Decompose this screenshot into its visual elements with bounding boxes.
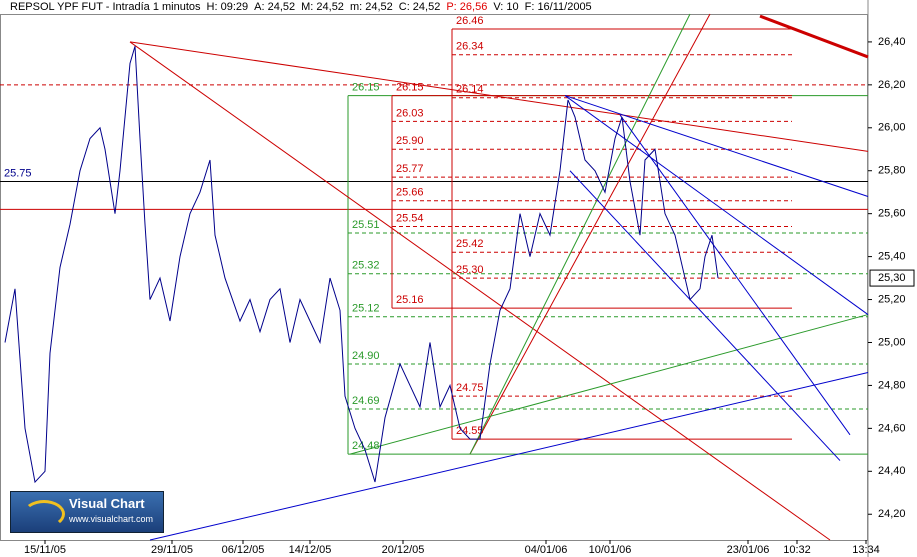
y-tick-label: 24,80 xyxy=(878,379,906,391)
x-tick-label: 10/01/06 xyxy=(589,544,632,556)
fib-label: 24.48 xyxy=(352,440,380,452)
y-tick-label: 26,00 xyxy=(878,122,906,134)
header-item: m: 24,52 xyxy=(349,1,393,13)
fib-label: 25.90 xyxy=(396,135,424,147)
y-tick-label: 26,20 xyxy=(878,79,906,91)
y-tick-label: 25,60 xyxy=(878,208,906,220)
x-tick-label: 10:32 xyxy=(783,544,811,556)
y-tick-label: 25,40 xyxy=(878,251,906,263)
header-item: A: 24,52 xyxy=(254,1,296,13)
fib-label: 25.66 xyxy=(396,187,424,199)
trendline xyxy=(129,41,869,152)
fib-label: 24.55 xyxy=(456,425,484,437)
trendline xyxy=(469,13,711,455)
header-item: P: 26,56 xyxy=(446,1,488,13)
trendline xyxy=(564,95,869,197)
fib-label: 25.77 xyxy=(396,163,424,175)
trendline xyxy=(349,314,869,455)
x-tick-label: 04/01/06 xyxy=(525,544,568,556)
logo: Visual Chart www.visualchart.com xyxy=(10,491,164,533)
y-tick-label: 25,80 xyxy=(878,165,906,177)
x-tick-label: 06/12/05 xyxy=(222,544,265,556)
y-tick-label: 24,40 xyxy=(878,465,906,477)
header-item: M: 24,52 xyxy=(301,1,344,13)
x-tick-label: 15/11/05 xyxy=(24,544,66,556)
y-tick-label: 25,20 xyxy=(878,293,906,305)
y-tick-label: 24,60 xyxy=(878,422,906,434)
header-item: REPSOL YPF FUT - Intradía 1 minutos xyxy=(10,1,201,13)
x-tick-label: 14/12/05 xyxy=(289,544,332,556)
fib-label: 25.12 xyxy=(352,303,380,315)
y-tick-label: 26,40 xyxy=(878,36,906,48)
last-price-label: 25,30 xyxy=(878,272,906,284)
header: REPSOL YPF FUT - Intradía 1 minutos H: 09… xyxy=(10,1,592,13)
trendline xyxy=(149,372,869,541)
fib-label: 25.54 xyxy=(396,212,424,224)
trendline xyxy=(469,13,691,455)
fib-label: 26.46 xyxy=(456,15,484,27)
fib-label: 26.03 xyxy=(396,107,424,119)
header-item: C: 24,52 xyxy=(398,1,441,13)
fib-label: 24.90 xyxy=(352,350,380,362)
y-tick-label: 25,00 xyxy=(878,336,906,348)
price-line xyxy=(4,46,719,484)
fib-label: 25.16 xyxy=(396,294,424,306)
trendline xyxy=(759,14,869,59)
x-tick-label: 23/01/06 xyxy=(727,544,770,556)
x-tick-label: 29/11/05 xyxy=(151,544,193,556)
trendline xyxy=(564,95,869,315)
trendline xyxy=(129,41,831,541)
fib-label: 25.32 xyxy=(352,260,380,272)
header-item: V: 10 xyxy=(493,1,519,13)
fib-label: 24.75 xyxy=(456,382,484,394)
x-tick-label: 20/12/05 xyxy=(382,544,425,556)
fib-label: 25.42 xyxy=(456,238,484,250)
fib-label: 26.14 xyxy=(456,84,484,96)
header-item: H: 09:29 xyxy=(206,1,249,13)
logo-icon xyxy=(23,500,65,528)
fib-label: 24.69 xyxy=(352,395,380,407)
trendline xyxy=(619,114,851,436)
fib-label: 26.34 xyxy=(456,41,484,53)
logo-url: www.visualchart.com xyxy=(69,514,154,524)
logo-title: Visual Chart xyxy=(69,496,145,511)
fib-label: 25.30 xyxy=(456,264,484,276)
fib-label: 26.15 xyxy=(352,81,380,93)
horizontal-line-label: 25.75 xyxy=(4,167,32,179)
last-price-box xyxy=(869,269,915,287)
y-tick-label: 24,20 xyxy=(878,508,906,520)
trendline xyxy=(569,170,841,461)
fib-label: 25.51 xyxy=(352,219,380,231)
x-tick-label: 13:34 xyxy=(852,544,880,556)
header-item: F: 16/11/2005 xyxy=(524,1,592,13)
